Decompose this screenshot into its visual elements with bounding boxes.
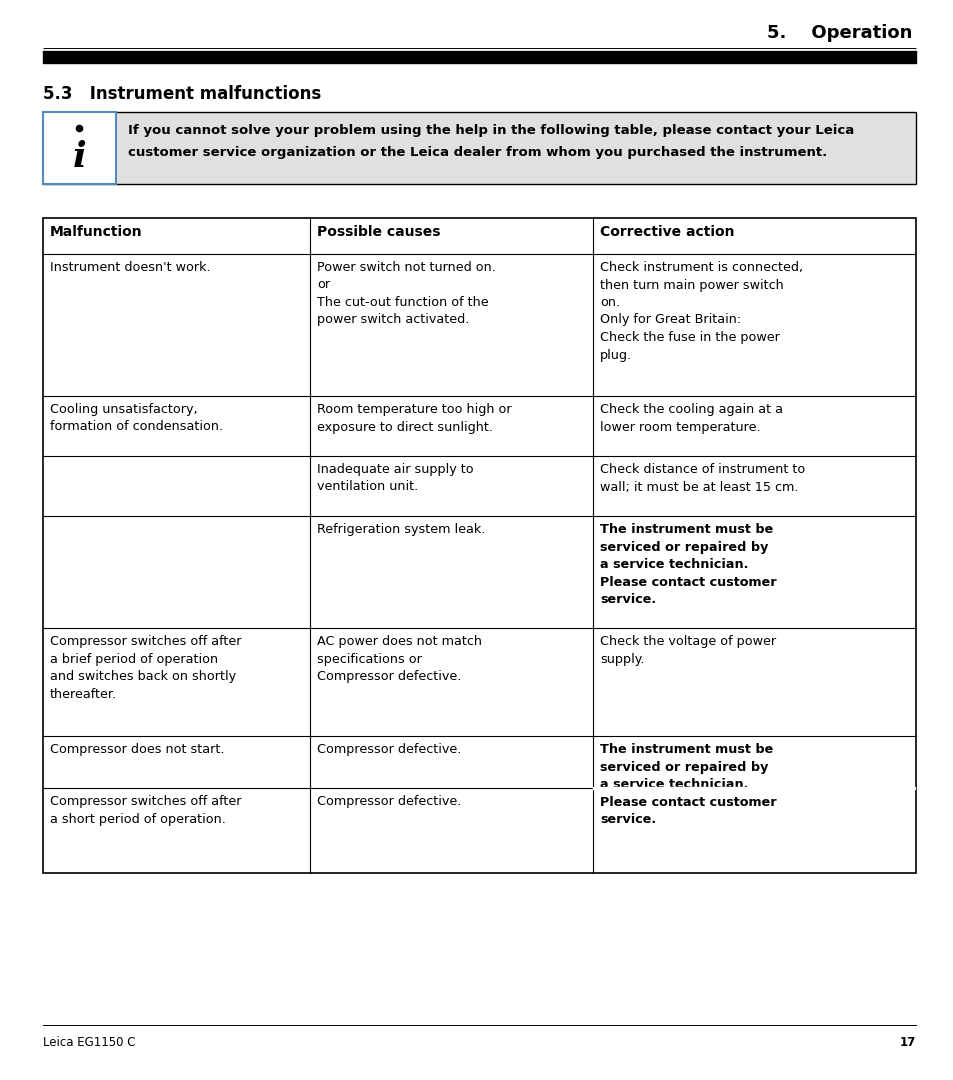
Bar bbox=[43, 112, 116, 184]
Text: Room temperature too high or
exposure to direct sunlight.: Room temperature too high or exposure to… bbox=[316, 403, 511, 433]
Text: The instrument must be
serviced or repaired by
a service technician.
Please cont: The instrument must be serviced or repai… bbox=[599, 523, 776, 606]
Text: Compressor switches off after
a brief period of operation
and switches back on s: Compressor switches off after a brief pe… bbox=[50, 635, 241, 701]
Text: Inadequate air supply to
ventilation unit.: Inadequate air supply to ventilation uni… bbox=[316, 463, 473, 494]
Text: If you cannot solve your problem using the help in the following table, please c: If you cannot solve your problem using t… bbox=[128, 124, 853, 137]
Text: Check instrument is connected,
then turn main power switch
on.
Only for Great Br: Check instrument is connected, then turn… bbox=[599, 261, 802, 362]
Text: Instrument doesn't work.: Instrument doesn't work. bbox=[50, 261, 211, 274]
Text: Malfunction: Malfunction bbox=[50, 225, 143, 239]
Text: Refrigeration system leak.: Refrigeration system leak. bbox=[316, 523, 485, 536]
Text: Check the cooling again at a
lower room temperature.: Check the cooling again at a lower room … bbox=[599, 403, 782, 433]
Text: 5.    Operation: 5. Operation bbox=[766, 24, 911, 42]
Text: Possible causes: Possible causes bbox=[316, 225, 440, 239]
Text: Compressor defective.: Compressor defective. bbox=[316, 743, 461, 756]
Text: The instrument must be
serviced or repaired by
a service technician.
Please cont: The instrument must be serviced or repai… bbox=[599, 743, 776, 826]
Text: Check distance of instrument to
wall; it must be at least 15 cm.: Check distance of instrument to wall; it… bbox=[599, 463, 804, 494]
Text: 5.3   Instrument malfunctions: 5.3 Instrument malfunctions bbox=[43, 85, 321, 103]
Text: AC power does not match
specifications or
Compressor defective.: AC power does not match specifications o… bbox=[316, 635, 481, 683]
Text: Leica EG1150 C: Leica EG1150 C bbox=[43, 1036, 135, 1049]
Text: Compressor switches off after
a short period of operation.: Compressor switches off after a short pe… bbox=[50, 795, 241, 825]
Text: Corrective action: Corrective action bbox=[599, 225, 734, 239]
Text: 17: 17 bbox=[899, 1036, 915, 1049]
Text: Power switch not turned on.
or
The cut-out function of the
power switch activate: Power switch not turned on. or The cut-o… bbox=[316, 261, 496, 326]
Text: Check the voltage of power
supply.: Check the voltage of power supply. bbox=[599, 635, 776, 665]
Bar bbox=[43, 218, 915, 873]
Text: i: i bbox=[72, 139, 87, 174]
Text: Compressor does not start.: Compressor does not start. bbox=[50, 743, 224, 756]
Text: customer service organization or the Leica dealer from whom you purchased the in: customer service organization or the Lei… bbox=[128, 146, 826, 159]
Text: Compressor defective.: Compressor defective. bbox=[316, 795, 461, 808]
Text: Cooling unsatisfactory,
formation of condensation.: Cooling unsatisfactory, formation of con… bbox=[50, 403, 223, 433]
Bar bbox=[43, 112, 915, 184]
